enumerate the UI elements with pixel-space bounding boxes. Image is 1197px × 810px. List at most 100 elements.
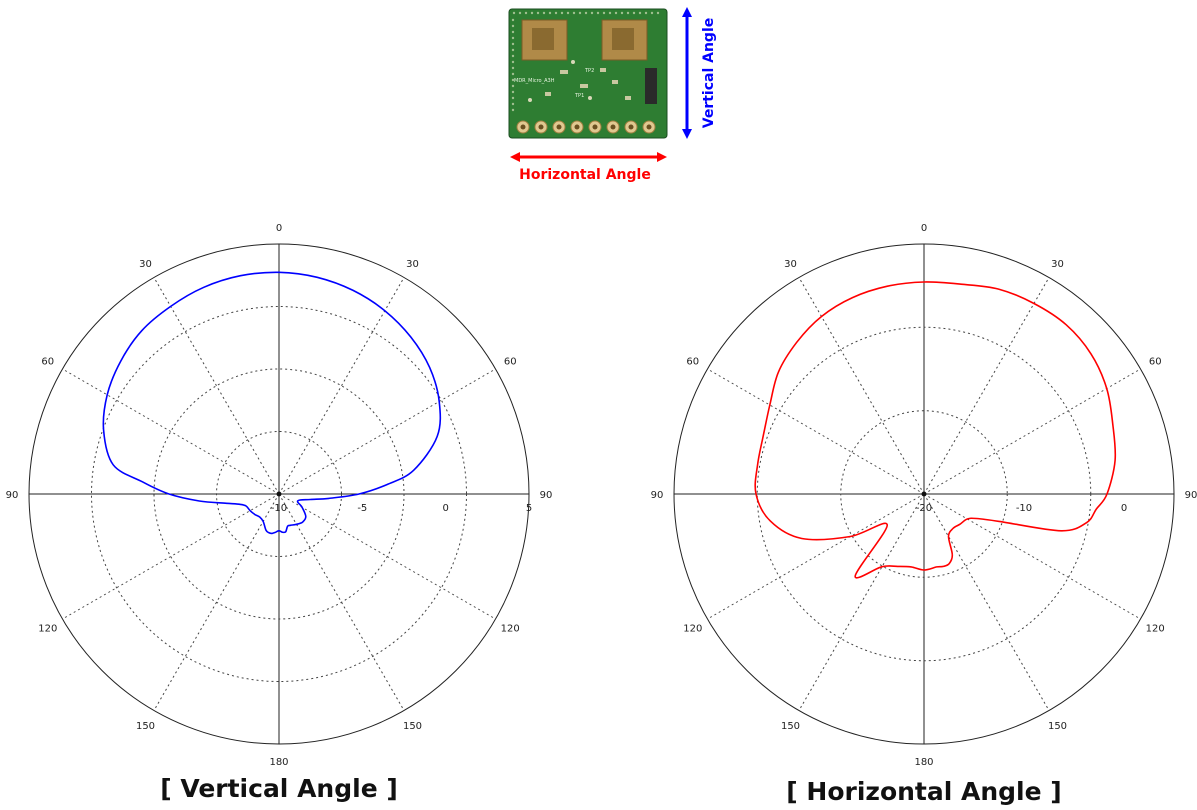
board-pad-hole [556, 124, 562, 130]
polar-spoke-line [707, 368, 925, 495]
polar-grid-ring [153, 368, 405, 620]
angle-tick-label: 120 [1146, 624, 1165, 635]
angle-tick-label: 60 [504, 357, 517, 368]
polar-chart-horizontal: 0 30 60 90 120 150 180 150 120 90 60 30 -20 -10 0 [651, 223, 1197, 768]
board-via [572, 11, 576, 15]
board-via [511, 18, 515, 22]
polar-outer-ring [673, 243, 1175, 745]
vertical-angle-label: Vertical Angle [701, 18, 717, 129]
angle-tick-label: 150 [136, 721, 155, 732]
board-via [638, 11, 642, 15]
board-coil-right-core [612, 28, 634, 50]
board-via [626, 11, 630, 15]
board-via [511, 90, 515, 94]
polar-spoke-line [278, 277, 405, 495]
board-edge-vias [511, 11, 660, 112]
board-via [548, 11, 552, 15]
angle-tick-label: 30 [406, 259, 419, 270]
board-silkscreen-tp1: TP1 [574, 93, 584, 99]
angle-tick-label: 120 [683, 624, 702, 635]
angle-tick-label: 60 [41, 357, 54, 368]
radial-tick-label: -20 [916, 503, 932, 514]
polar-spoke-line [707, 493, 925, 620]
board-via [511, 60, 515, 64]
angle-tick-label: 150 [1048, 721, 1067, 732]
polar-grid-ring [756, 326, 1092, 662]
board-pad-hole [538, 124, 544, 130]
board-via [536, 11, 540, 15]
board-via [511, 42, 515, 46]
board-silkscreen-tp2: TP2 [584, 68, 594, 74]
caption-horizontal-angle: [ Horizontal Angle ] [786, 777, 1061, 806]
radial-tick-label: 0 [1121, 503, 1127, 514]
board-via [518, 11, 522, 15]
board-via [511, 24, 515, 28]
board-pad-hole [592, 124, 598, 130]
board-pad-hole [574, 124, 580, 130]
angle-tick-label: 120 [501, 624, 520, 635]
polar-spoke-line [923, 277, 1050, 495]
radial-tick-label: 0 [442, 503, 448, 514]
board-via [511, 78, 515, 82]
radiation-pattern-line [754, 281, 1117, 579]
caption-vertical-angle: [ Vertical Angle ] [160, 774, 398, 803]
board-via [578, 11, 582, 15]
board-via [524, 11, 528, 15]
board-via [656, 11, 660, 15]
board-pad-hole [610, 124, 616, 130]
board-components [528, 60, 631, 102]
board-pads [516, 120, 656, 134]
polar-grid-ring [840, 410, 1008, 578]
polar-center-dot [921, 491, 927, 497]
radial-tick-label: 5 [526, 503, 532, 514]
polar-outer-ring [28, 243, 530, 745]
board-via [542, 11, 546, 15]
board-via [608, 11, 612, 15]
polar-grid-ring [216, 431, 342, 557]
polar-spoke-line [62, 368, 280, 495]
polar-spoke-line [923, 493, 1141, 620]
board-pad-hole [646, 124, 652, 130]
board-via [620, 11, 624, 15]
angle-tick-label: 30 [784, 259, 797, 270]
radial-tick-label: -10 [271, 503, 287, 514]
board-via [644, 11, 648, 15]
board-via [512, 11, 516, 15]
board-via [560, 11, 564, 15]
board-via [650, 11, 654, 15]
radial-tick-label: -10 [1016, 503, 1032, 514]
angle-tick-label: 180 [269, 757, 288, 768]
angle-tick-label: 120 [38, 624, 57, 635]
board-via [614, 11, 618, 15]
angle-tick-label: 180 [914, 757, 933, 768]
board-coil-left-core [532, 28, 554, 50]
polar-grid-ring [91, 306, 467, 682]
angle-tick-label: 0 [276, 223, 282, 234]
board-via [511, 30, 515, 34]
board-via [511, 54, 515, 58]
board-via [511, 66, 515, 70]
polar-spoke-line [798, 277, 925, 495]
polar-chart-vertical: 0 30 60 90 120 150 180 150 120 90 60 30 -10 -5 0 5 [6, 223, 553, 768]
polar-spoke-line [278, 368, 496, 495]
sensor-board-image: MDR_Micro_A3H TP2 TP1 [508, 8, 668, 139]
board-pad-hole [628, 124, 634, 130]
board-via [511, 48, 515, 52]
board-via [511, 96, 515, 100]
board-via [554, 11, 558, 15]
angle-tick-label: 90 [1185, 490, 1197, 501]
polar-spoke-line [923, 368, 1141, 495]
angle-tick-label: 150 [781, 721, 800, 732]
angle-tick-label: 90 [540, 490, 553, 501]
angle-tick-label: 90 [651, 490, 664, 501]
radiation-pattern-line [102, 271, 442, 535]
polar-spoke-line [923, 493, 1050, 711]
angle-tick-label: 150 [403, 721, 422, 732]
polar-center-dot [276, 491, 282, 497]
board-via [511, 108, 515, 112]
board-via [632, 11, 636, 15]
angle-tick-label: 60 [1149, 357, 1162, 368]
polar-spoke-line [798, 493, 925, 711]
board-via [511, 102, 515, 106]
